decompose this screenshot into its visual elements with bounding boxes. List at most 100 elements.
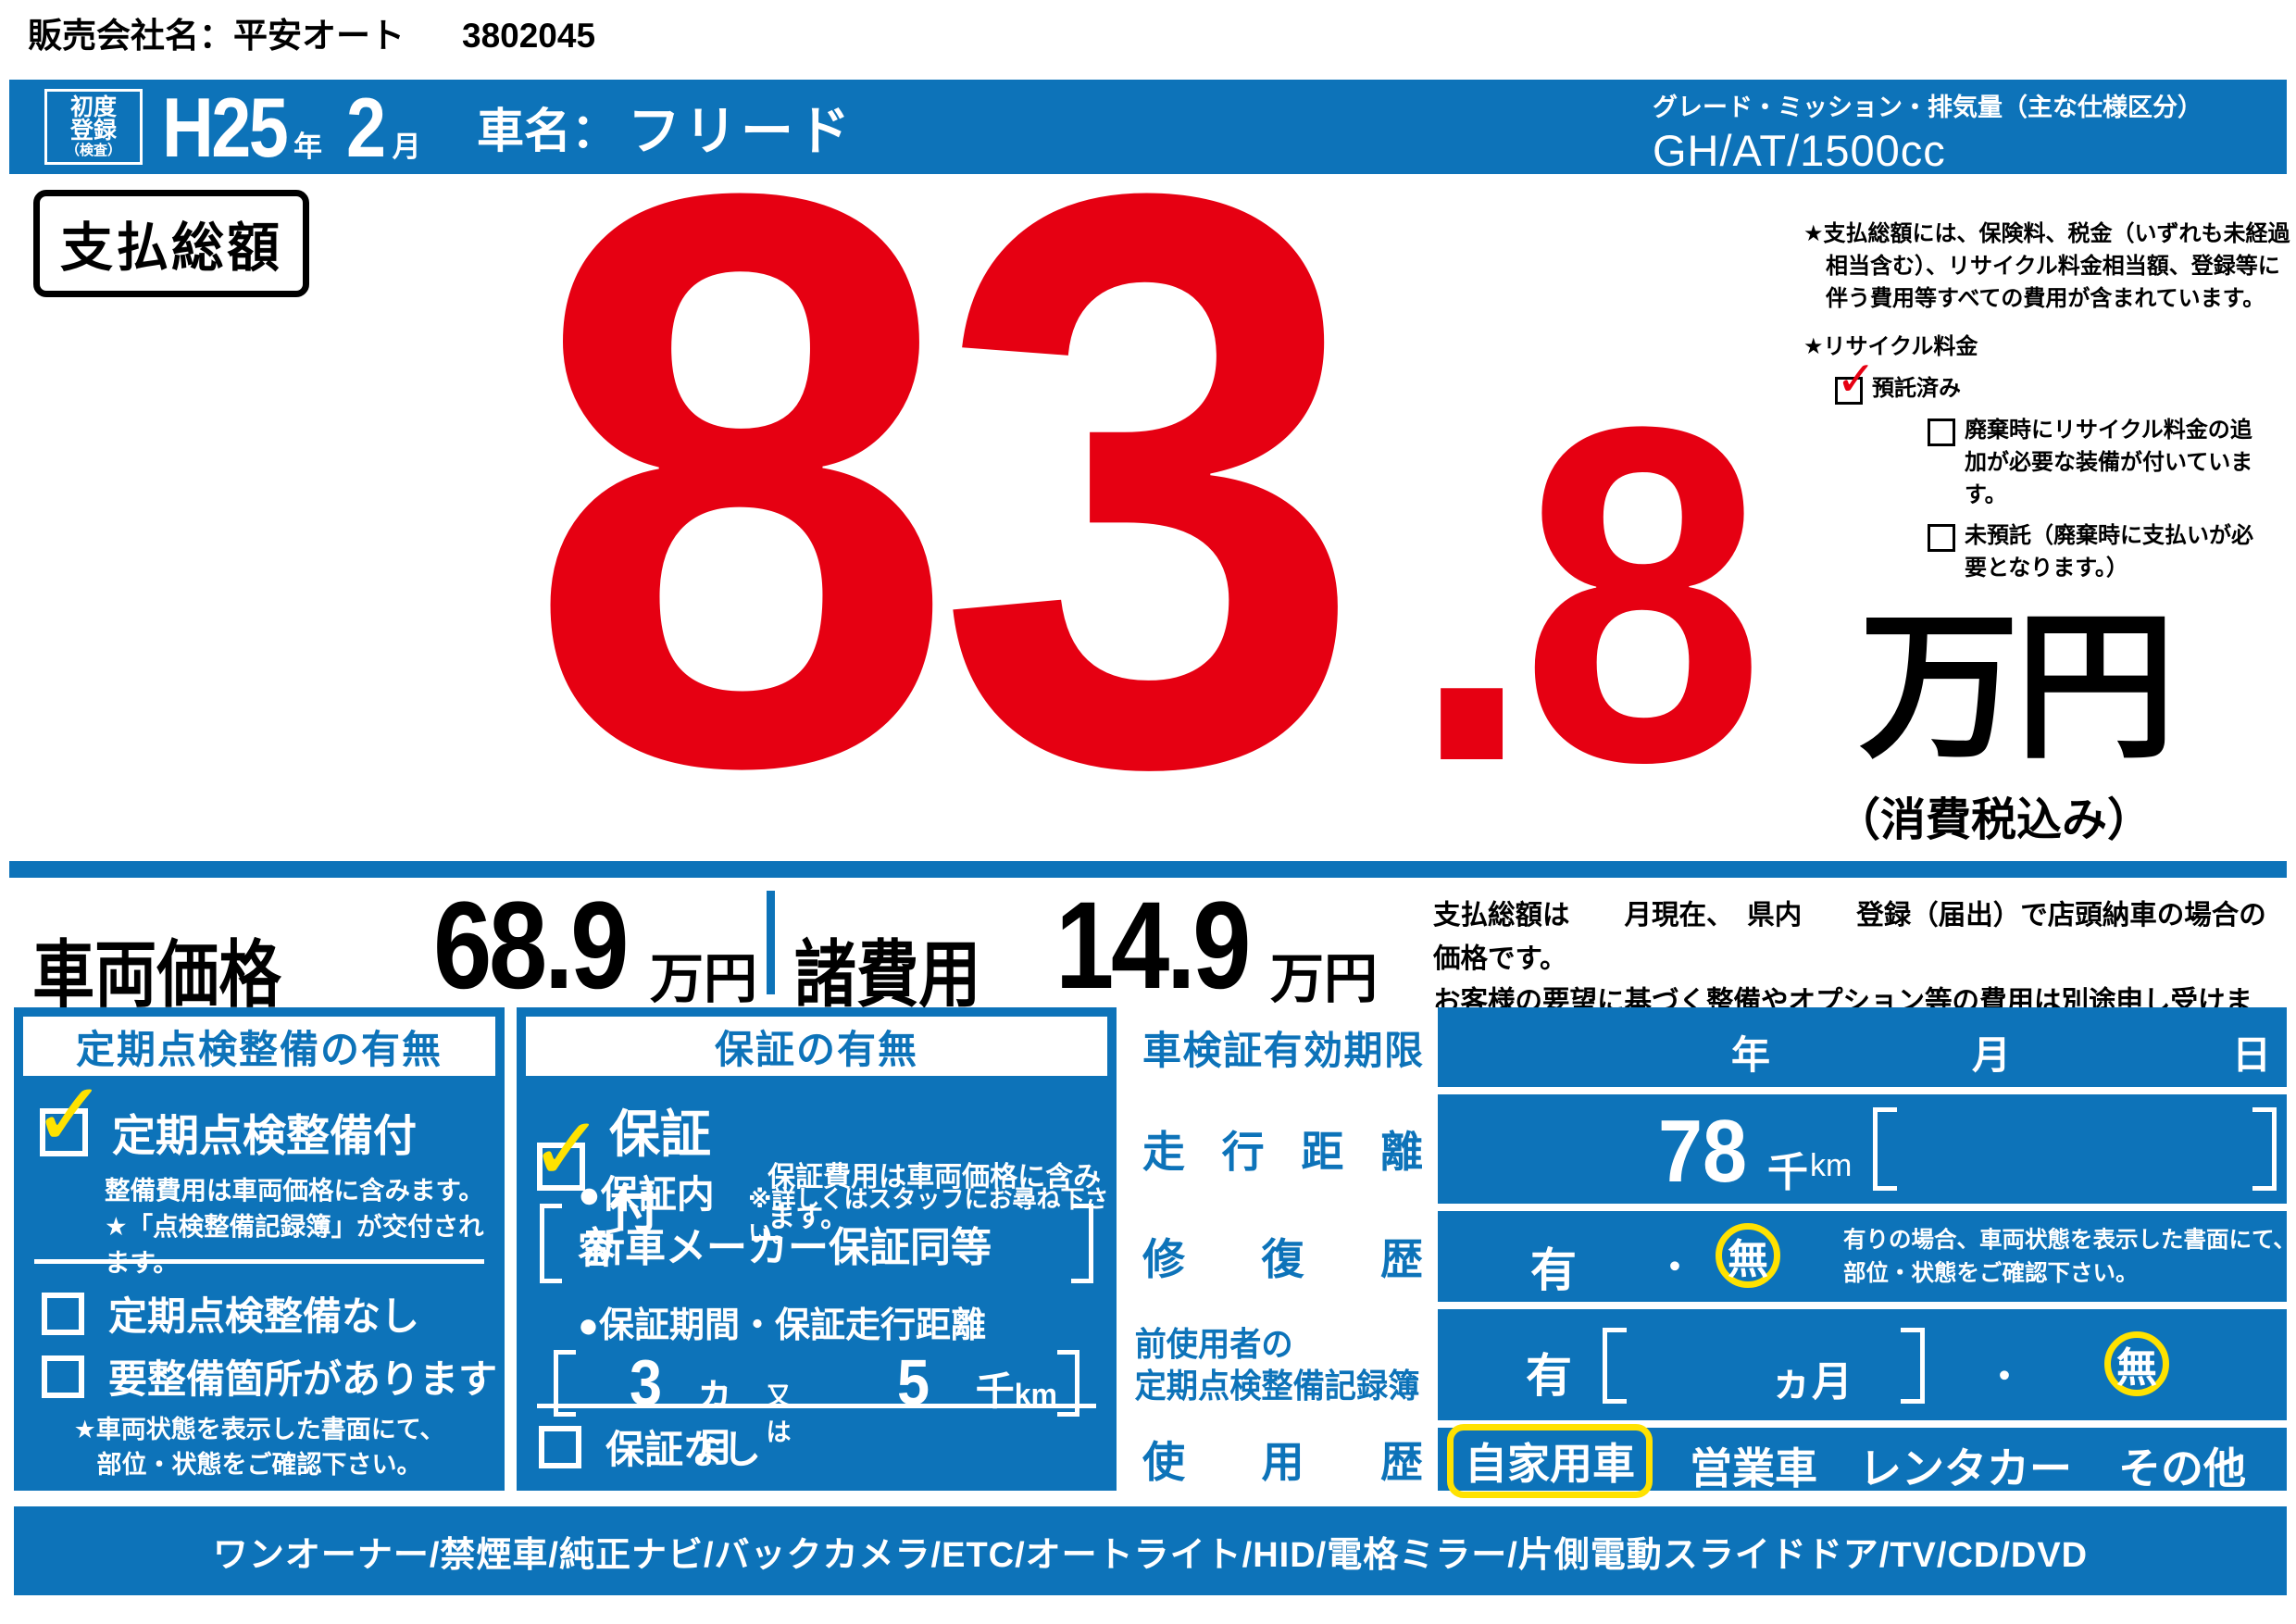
repair-history-row: 修復歴 有 ・ 無 有りの場合、車両状態を表示した書面にて、 部位・状態をご確認… [1128, 1211, 2296, 1302]
spec-label: グレード・ミッション・排気量（主な仕様区分） [1653, 94, 2202, 121]
car-name: フリード [628, 102, 855, 161]
recycle-deposited-option: ✓ 預託済み [1835, 356, 2294, 406]
recycle-extra-fee-option: 廃棄時にリサイクル料金の追加が必要な装備が付いています。 [1928, 415, 2294, 511]
separator-dot: ・ [1986, 1356, 2023, 1397]
warranty-content-hint: ※詳しくはスタッフにお尋ね下さい。 [748, 1185, 1109, 1247]
divider [537, 1404, 1096, 1408]
usage-history-row: 使用歴 自家用車 営業車 レンタカー その他 [1128, 1424, 2287, 1498]
usage-history-label: 使用歴 [1142, 1438, 1423, 1486]
total-price-label-box: 支払総額 [33, 190, 309, 297]
checkbox-checked: ✓ [32, 1070, 106, 1159]
usage-option-other: その他 [2118, 1444, 2246, 1493]
recycle-not-deposited-option: 未預託（廃棄時に支払いが必要となります。） [1928, 520, 2294, 585]
vehicle-price-label: 車両価格 [32, 933, 281, 1016]
maintenance-footnote-line2: 部位・状態をご確認下さい。 [96, 1450, 422, 1479]
car-name-label: 車名： [477, 105, 619, 157]
maintenance-record-label: 前使用者の 定期点検整備記録簿 [1128, 1323, 1422, 1406]
check-icon: ✓ [32, 1065, 107, 1165]
registration-month: 2 [345, 81, 386, 175]
mileage-label-cell: 走行距離 [1128, 1094, 1438, 1204]
warranty-or-text: 又は [766, 1382, 792, 1446]
warranty-included-note: 保証費用は車両価格に含みます。 [767, 1162, 1102, 1233]
total-price-decimal: .8 [1411, 329, 1765, 861]
warranty-content-label: ●保証内容 [578, 1173, 715, 1271]
separator-bar [9, 861, 2287, 878]
check-icon: ✓ [530, 1100, 605, 1199]
repair-no-circled: 無 [1716, 1223, 1780, 1288]
checkbox-empty [1928, 524, 1955, 553]
dealer-label: 販売会社名： [28, 17, 233, 55]
fees-value: 14.9 [1055, 877, 1251, 1015]
record-no-circled: 無 [2104, 1331, 2169, 1396]
badge-line: 初度 [69, 94, 117, 120]
record-months-unit: ヵ月 [1771, 1359, 1853, 1405]
badge-line: 登録 [69, 118, 117, 144]
mileage-value: 78 [1658, 1102, 1748, 1201]
warranty-content-bracket: 新車メーカー保証同等 [540, 1204, 1093, 1283]
mileage-value-cell: 78 千 km [1438, 1094, 2287, 1204]
bracket-left-icon [554, 1350, 576, 1417]
needs-maintenance-option: 要整備箇所があります [42, 1348, 497, 1405]
bracket-left-icon [540, 1204, 562, 1283]
tax-included-note: （消費税込み） [1835, 795, 2153, 845]
year-unit: 年 [1731, 1033, 1771, 1077]
car-name-block: 車名： フリード [477, 80, 854, 174]
repair-history-label-cell: 修復歴 [1128, 1211, 1438, 1302]
vehicle-info-table: 車検証有効期限 年 月 日 走行距離 78 千 km 修復歴 [1128, 1007, 2296, 1498]
repair-history-note: 有りの場合、車両状態を表示した書面にて、 部位・状態をご確認下さい。 [1843, 1224, 2296, 1290]
total-price-unit: 万円 [1859, 597, 2176, 777]
price-note-line1: 支払総額は 月現在、 県内 登録（届出）で店頭納車の場合の価格です。 [1433, 900, 2266, 974]
usage-option-rental: レンタカー [1859, 1444, 2072, 1493]
bracket-left-icon [1603, 1328, 1627, 1404]
header-band: 初度 登録 （検査） H25 年 2 月 車名： フリード グレード・ミッション… [9, 80, 2287, 176]
registration-date: H25 年 2 月 [162, 80, 421, 174]
checkbox-empty [1928, 418, 1955, 446]
warranty-period-label: ●保証期間・保証走行距離 [578, 1306, 986, 1345]
maintenance-panel-title: 定期点検整備の有無 [23, 1017, 495, 1076]
maintenance-note2: ★「点検整備記録簿」が交付されます。 [105, 1212, 484, 1277]
maintenance-footnote-line1: ★車両状態を表示した書面にて、 [73, 1416, 445, 1443]
recycle-extra-fee-label: 廃棄時にリサイクル料金の追加が必要な装備が付いています。 [1965, 417, 2253, 507]
dealer-code: 3802045 [462, 17, 596, 55]
record-label-line1: 前使用者の [1134, 1325, 1293, 1363]
checkbox-empty [42, 1355, 84, 1398]
needs-maintenance-label: 要整備箇所があります [108, 1357, 498, 1401]
day-unit: 日 [2232, 1033, 2272, 1077]
repair-yes: 有 [1530, 1244, 1577, 1296]
fees-unit: 万円 [1270, 949, 1379, 1009]
maintenance-panel: 定期点検整備の有無 ✓ 定期点検整備付 整備費用は車両価格に含みます。 ★「点検… [14, 1007, 505, 1491]
bracket-left-icon [1873, 1107, 1897, 1191]
checkbox-empty [42, 1292, 84, 1335]
maintenance-included-option: ✓ 定期点検整備付 [32, 1070, 417, 1164]
warranty-included-label: 保証付 [609, 1106, 712, 1237]
repair-history-label: 修復歴 [1142, 1235, 1423, 1283]
first-registration-badge: 初度 登録 （検査） [44, 89, 143, 165]
side-notes: ★支払総額には、保険料、税金（いずれも未経過相当含む）、リサイクル料金相当額、登… [1803, 219, 2294, 585]
usage-history-value-cell: 自家用車 営業車 レンタカー その他 [1438, 1424, 2287, 1498]
checkbox-checked: ✓ [530, 1106, 604, 1194]
repair-history-value-cell: 有 ・ 無 有りの場合、車両状態を表示した書面にて、 部位・状態をご確認下さい。 [1438, 1211, 2296, 1302]
total-price-note: ★支払総額には、保険料、税金（いずれも未経過相当含む）、リサイクル料金相当額、登… [1803, 221, 2290, 311]
maintenance-included-label: 定期点検整備付 [112, 1111, 417, 1160]
recycle-deposited-label: 預託済み [1872, 376, 1961, 402]
maintenance-record-value-cell: 有 ヵ月 ・ 無 [1438, 1309, 2287, 1420]
month-unit: 月 [1972, 1033, 2012, 1077]
vehicle-price-value: 68.9 [433, 877, 629, 1015]
year-unit: 年 [293, 131, 322, 163]
record-yes: 有 [1526, 1350, 1572, 1402]
no-warranty-label: 保証なし [605, 1428, 762, 1471]
mileage-unit-kanji: 千 [1767, 1150, 1808, 1195]
record-label-line2: 定期点検整備記録簿 [1134, 1367, 1420, 1405]
maintenance-record-row: 前使用者の 定期点検整備記録簿 有 ヵ月 ・ 無 [1128, 1309, 2287, 1420]
inspection-expiry-label: 車検証有効期限 [1142, 1028, 1423, 1072]
warranty-included-option: ✓ 保証付 保証費用は車両価格に含みます。 [530, 1093, 1117, 1241]
mileage-unit-latin: km [1810, 1148, 1853, 1183]
repair-note-line2: 部位・状態をご確認下さい。 [1843, 1260, 2139, 1286]
no-maintenance-option: 定期点検整備なし [42, 1285, 419, 1342]
inspection-expiry-value-cell: 年 月 日 [1438, 1007, 2287, 1087]
warranty-panel: 保証の有無 ✓ 保証付 保証費用は車両価格に含みます。 ●保証内容 ※詳しくはス… [517, 1007, 1117, 1491]
spec-block: グレード・ミッション・排気量（主な仕様区分） GH/AT/1500cc [1653, 87, 2202, 176]
usage-option-private-selected: 自家用車 [1447, 1424, 1653, 1498]
equipment-strip: ワンオーナー/禁煙車/純正ナビ/バックカメラ/ETC/オートライト/HID/電格… [14, 1506, 2287, 1595]
